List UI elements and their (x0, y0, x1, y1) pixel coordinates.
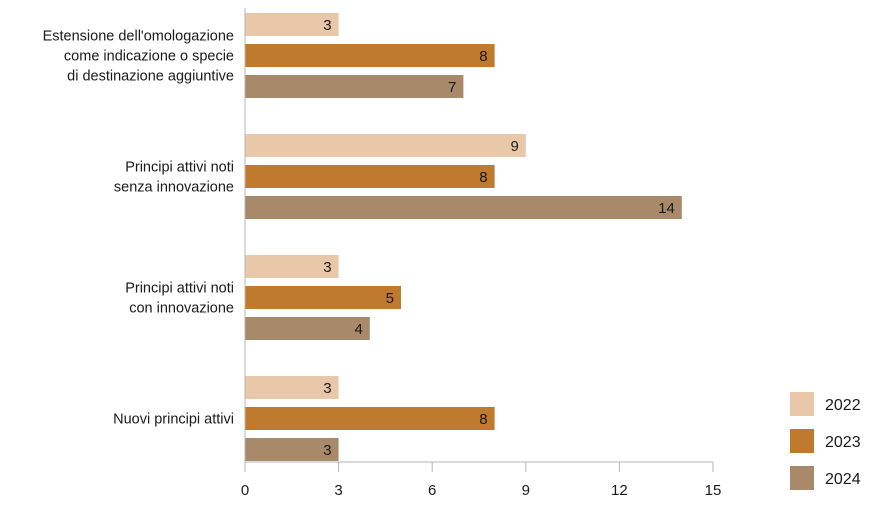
legend-label: 2022 (825, 397, 861, 414)
bar-2024-1 (245, 75, 464, 98)
bar-2024-2 (245, 196, 682, 219)
bar-2023-4 (245, 407, 495, 430)
data-label: 8 (479, 169, 487, 186)
data-label: 3 (323, 380, 331, 397)
data-label: 4 (354, 321, 362, 338)
bar-2022-1 (245, 13, 339, 36)
legend-label: 2024 (825, 471, 861, 488)
legend-swatch-2024 (790, 466, 814, 490)
data-label: 14 (658, 200, 675, 217)
bar-2024-4 (245, 438, 339, 461)
x-tick-label: 0 (241, 482, 249, 499)
category-labels: Estensione dell'omologazione come indicaz… (43, 29, 234, 428)
x-tick-label: 9 (522, 482, 530, 499)
category-label: Nuovi principi attivi (113, 412, 234, 428)
axes: 0 3 6 9 12 15 (241, 8, 722, 499)
data-labels: 3 8 7 9 8 14 3 5 4 3 8 3 (323, 17, 675, 459)
data-label: 5 (386, 290, 394, 307)
legend-label: 2023 (825, 434, 861, 451)
bar-2023-3 (245, 286, 401, 309)
x-tick-label: 6 (428, 482, 436, 499)
bar-2022-4 (245, 376, 339, 399)
data-label: 9 (510, 138, 518, 155)
legend: 2022 2023 2024 (790, 392, 861, 490)
x-tick-label: 15 (705, 482, 722, 499)
data-label: 8 (479, 48, 487, 65)
data-label: 3 (323, 17, 331, 34)
x-tick-label: 3 (334, 482, 342, 499)
x-tick-label: 12 (611, 482, 628, 499)
bar-2023-2 (245, 165, 495, 188)
category-label: Principi attivi noti senza innovazione (114, 160, 234, 196)
legend-swatch-2023 (790, 429, 814, 453)
data-label: 8 (479, 411, 487, 428)
bar-2023-1 (245, 44, 495, 67)
legend-swatch-2022 (790, 392, 814, 416)
bar-2022-3 (245, 255, 339, 278)
bar-2022-2 (245, 134, 526, 157)
data-label: 7 (448, 79, 456, 96)
category-label: Estensione dell'omologazione come indicaz… (43, 29, 234, 85)
bar-2024-3 (245, 317, 370, 340)
data-label: 3 (323, 259, 331, 276)
bars (245, 13, 682, 461)
data-label: 3 (323, 442, 331, 459)
category-label: Principi attivi noti con innovazione (125, 281, 234, 317)
